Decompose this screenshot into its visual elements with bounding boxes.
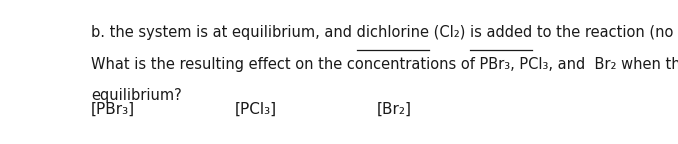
Text: [PBr₃]: [PBr₃]	[91, 102, 135, 117]
Text: b. the system is at equilibrium, and dichlorine (Cl₂) is added to the reaction (: b. the system is at equilibrium, and dic…	[91, 25, 678, 40]
Text: What is the resulting effect on the concentrations of PBr₃, PCl₃, and  Br₂ when : What is the resulting effect on the conc…	[91, 57, 678, 72]
Text: [Br₂]: [Br₂]	[376, 102, 412, 117]
Text: equilibrium?: equilibrium?	[91, 88, 182, 103]
Text: [PCl₃]: [PCl₃]	[235, 102, 277, 117]
